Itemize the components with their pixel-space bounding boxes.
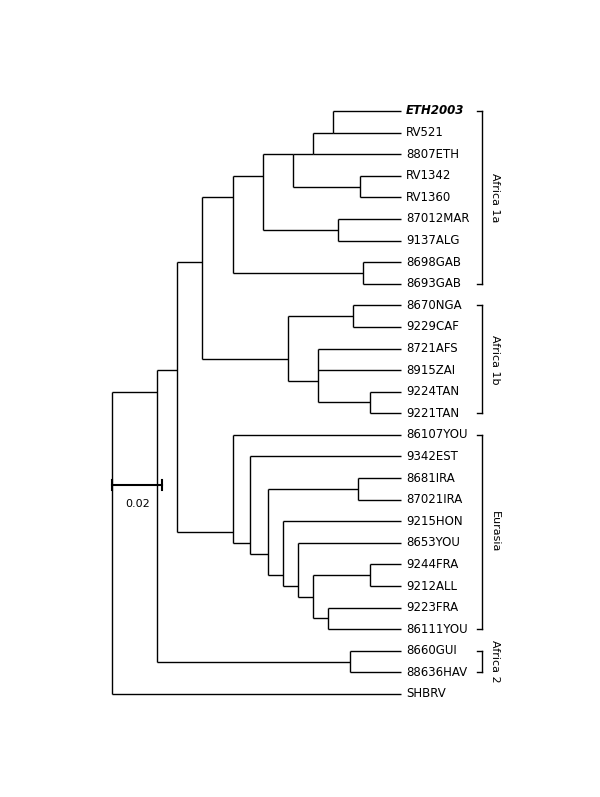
Text: ETH2003: ETH2003: [406, 104, 464, 117]
Text: 8681IRA: 8681IRA: [406, 472, 455, 485]
Text: RV1342: RV1342: [406, 169, 451, 183]
Text: 9342EST: 9342EST: [406, 450, 458, 463]
Text: 86111YOU: 86111YOU: [406, 622, 468, 636]
Text: 9215HON: 9215HON: [406, 515, 463, 528]
Text: 0.02: 0.02: [125, 499, 149, 508]
Text: 8698GAB: 8698GAB: [406, 256, 461, 269]
Text: 9223FRA: 9223FRA: [406, 601, 458, 614]
Text: 8660GUI: 8660GUI: [406, 644, 457, 658]
Text: 9137ALG: 9137ALG: [406, 234, 460, 247]
Text: 8670NGA: 8670NGA: [406, 299, 462, 312]
Text: 87012MAR: 87012MAR: [406, 213, 470, 226]
Text: 8693GAB: 8693GAB: [406, 277, 461, 290]
Text: 9224TAN: 9224TAN: [406, 385, 459, 398]
Text: 87021IRA: 87021IRA: [406, 493, 463, 506]
Text: 8807ETH: 8807ETH: [406, 147, 459, 161]
Text: 88636HAV: 88636HAV: [406, 666, 467, 679]
Text: 86107YOU: 86107YOU: [406, 428, 467, 442]
Text: 9221TAN: 9221TAN: [406, 406, 459, 420]
Text: SHBRV: SHBRV: [406, 688, 446, 701]
Text: 9229CAF: 9229CAF: [406, 320, 459, 333]
Text: RV521: RV521: [406, 126, 444, 139]
Text: Eurasia: Eurasia: [490, 512, 500, 553]
Text: 8653YOU: 8653YOU: [406, 536, 460, 549]
Text: Africa 1b: Africa 1b: [490, 335, 500, 384]
Text: 9212ALL: 9212ALL: [406, 579, 457, 592]
Text: 9244FRA: 9244FRA: [406, 558, 458, 571]
Text: Africa 1a: Africa 1a: [490, 173, 500, 222]
Text: 8721AFS: 8721AFS: [406, 342, 458, 355]
Text: Africa 2: Africa 2: [490, 640, 500, 683]
Text: 8915ZAI: 8915ZAI: [406, 363, 455, 377]
Text: RV1360: RV1360: [406, 190, 451, 204]
